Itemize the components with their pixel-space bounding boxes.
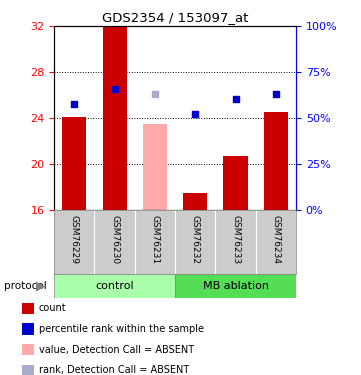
Text: percentile rank within the sample: percentile rank within the sample bbox=[39, 324, 204, 334]
Text: MB ablation: MB ablation bbox=[203, 281, 269, 291]
Text: GSM76230: GSM76230 bbox=[110, 215, 119, 264]
Text: count: count bbox=[39, 303, 67, 313]
Text: GSM76231: GSM76231 bbox=[151, 215, 160, 264]
Title: GDS2354 / 153097_at: GDS2354 / 153097_at bbox=[102, 11, 248, 24]
Point bbox=[112, 86, 117, 92]
Bar bbox=[62, 117, 86, 210]
Bar bbox=[54, 274, 175, 298]
Point bbox=[152, 91, 158, 97]
Text: GSM76229: GSM76229 bbox=[70, 215, 79, 264]
Text: protocol: protocol bbox=[4, 281, 46, 291]
Bar bbox=[264, 112, 288, 210]
Point bbox=[192, 111, 198, 117]
Point bbox=[71, 101, 77, 107]
Bar bbox=[183, 193, 207, 210]
Bar bbox=[143, 124, 167, 210]
Bar bbox=[175, 274, 296, 298]
Bar bbox=[103, 26, 127, 210]
Bar bbox=[223, 156, 248, 210]
Text: value, Detection Call = ABSENT: value, Detection Call = ABSENT bbox=[39, 345, 194, 354]
Point bbox=[273, 91, 279, 97]
Text: control: control bbox=[95, 281, 134, 291]
Text: ▶: ▶ bbox=[35, 279, 45, 292]
Point bbox=[232, 96, 238, 102]
Text: rank, Detection Call = ABSENT: rank, Detection Call = ABSENT bbox=[39, 365, 189, 375]
Text: GSM76232: GSM76232 bbox=[191, 215, 200, 264]
Text: GSM76234: GSM76234 bbox=[271, 215, 280, 264]
Text: GSM76233: GSM76233 bbox=[231, 215, 240, 264]
